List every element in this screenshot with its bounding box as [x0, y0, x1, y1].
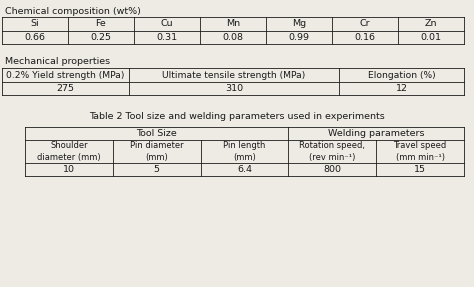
- Text: Cr: Cr: [360, 20, 370, 28]
- Text: 0.08: 0.08: [222, 33, 244, 42]
- Text: Elongation (%): Elongation (%): [368, 71, 435, 79]
- Text: 310: 310: [225, 84, 243, 93]
- Text: Pin length
(mm): Pin length (mm): [223, 141, 266, 162]
- Text: Mg: Mg: [292, 20, 306, 28]
- Text: Table 2 Tool size and welding parameters used in experiments: Table 2 Tool size and welding parameters…: [89, 112, 385, 121]
- Text: 0.31: 0.31: [156, 33, 178, 42]
- Text: Pin diameter
(mm): Pin diameter (mm): [130, 141, 183, 162]
- Text: 15: 15: [414, 165, 426, 174]
- Text: Travel speed
(mm min⁻¹): Travel speed (mm min⁻¹): [393, 141, 447, 162]
- Text: Fe: Fe: [96, 20, 106, 28]
- Text: 0.66: 0.66: [25, 33, 46, 42]
- Text: 6.4: 6.4: [237, 165, 252, 174]
- Text: Mn: Mn: [226, 20, 240, 28]
- Text: 5: 5: [154, 165, 160, 174]
- Text: 0.01: 0.01: [420, 33, 441, 42]
- Text: Ultimate tensile strength (MPa): Ultimate tensile strength (MPa): [163, 71, 306, 79]
- Text: 275: 275: [56, 84, 74, 93]
- Text: 0.2% Yield strength (MPa): 0.2% Yield strength (MPa): [6, 71, 125, 79]
- Text: Zn: Zn: [425, 20, 437, 28]
- Text: 0.16: 0.16: [355, 33, 375, 42]
- Text: Shoulder
diameter (mm): Shoulder diameter (mm): [37, 141, 100, 162]
- Text: Chemical composition (wt%): Chemical composition (wt%): [5, 7, 141, 16]
- Text: 0.25: 0.25: [91, 33, 111, 42]
- Text: Welding parameters: Welding parameters: [328, 129, 424, 138]
- Text: Mechanical properties: Mechanical properties: [5, 57, 110, 66]
- Text: 12: 12: [395, 84, 408, 93]
- Text: Tool Size: Tool Size: [137, 129, 177, 138]
- Text: Si: Si: [31, 20, 39, 28]
- Text: Cu: Cu: [161, 20, 173, 28]
- Text: Rotation speed,
(rev min⁻¹): Rotation speed, (rev min⁻¹): [299, 141, 365, 162]
- Text: 10: 10: [63, 165, 75, 174]
- Text: 0.99: 0.99: [289, 33, 310, 42]
- Text: 800: 800: [323, 165, 341, 174]
